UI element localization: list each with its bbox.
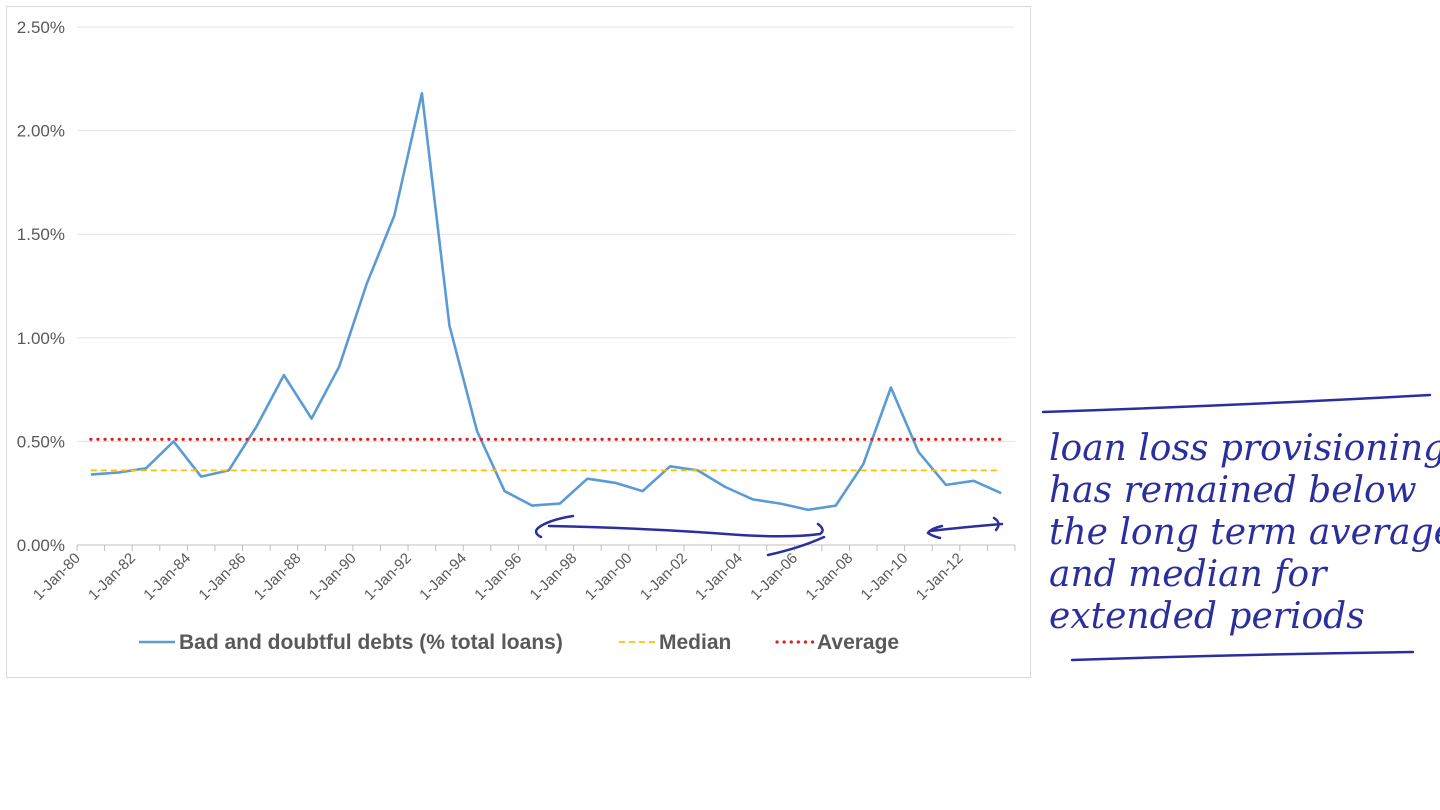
series-layer	[89, 92, 1003, 512]
y-tick-label: 1.50%	[17, 225, 65, 244]
y-tick-label: 0.50%	[17, 432, 65, 451]
legend-label: Average	[817, 631, 899, 654]
chart-frame: 0.00% 0.50% 1.00% 1.50% 2.00% 2.50% 1-Jan-80 1…	[6, 6, 1031, 678]
legend-label: Median	[659, 631, 731, 654]
y-tick-label: 0.00%	[17, 536, 65, 555]
line-chart: 0.00%0.50%1.00%1.50%2.00%2.50% 1-Jan-80 1…	[17, 18, 1016, 654]
annotation-text: loan loss provisioning has remained below…	[1049, 428, 1440, 637]
annotation-line: the long term average	[1049, 512, 1440, 553]
arrow-stroke-right	[926, 516, 1004, 540]
underline-bottom	[1070, 650, 1415, 662]
arrow-stroke-left	[534, 514, 824, 539]
annotation-line: and median for	[1049, 554, 1328, 595]
legend: Bad and doubtful debts (% total loans) Me…	[139, 631, 899, 654]
annotation-line: extended periods	[1049, 596, 1365, 637]
annotation-line: loan loss provisioning	[1049, 428, 1440, 469]
arrow-stroke-under	[766, 535, 826, 557]
y-tick-label: 1.00%	[17, 329, 65, 348]
y-tick-label: 2.00%	[17, 122, 65, 141]
series-line-bad-and-doubtful-debts-total-loans	[90, 92, 1002, 512]
y-tick-label: 2.50%	[17, 18, 65, 37]
gridlines	[76, 26, 1016, 551]
y-axis-ticks: 0.00% 0.50% 1.00% 1.50% 2.00% 2.50%	[17, 18, 65, 555]
legend-label: Bad and doubtful debts (% total loans)	[179, 631, 563, 654]
underline-top	[1041, 393, 1432, 414]
annotation-line: has remained below	[1049, 470, 1417, 511]
